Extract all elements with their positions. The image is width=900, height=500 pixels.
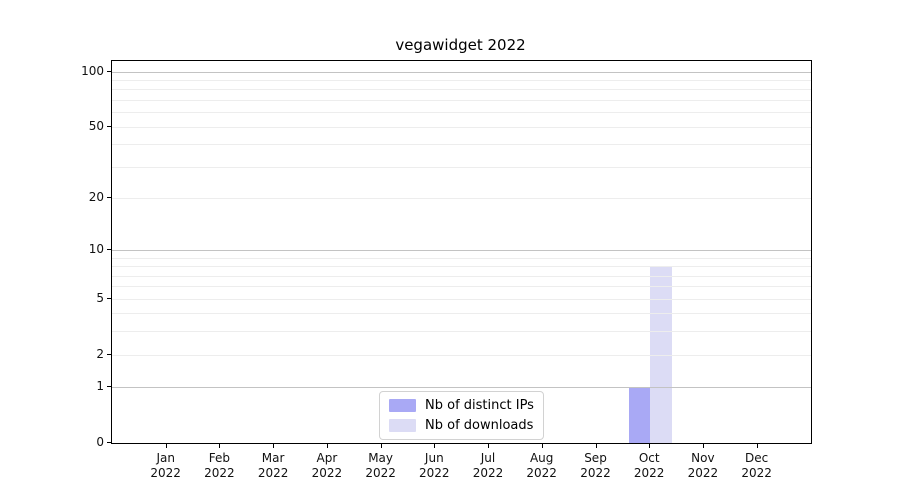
x-tick-mark bbox=[649, 443, 651, 448]
x-tick-label-sep: Sep 2022 bbox=[580, 451, 611, 480]
y-gridline-minor bbox=[112, 112, 811, 114]
y-tick-mark bbox=[107, 353, 112, 355]
x-tick-label-jul: Jul 2022 bbox=[472, 451, 504, 480]
y-tick-label: 50 bbox=[88, 118, 104, 133]
y-gridline-minor bbox=[112, 266, 811, 268]
x-tick-label-may: May 2022 bbox=[365, 451, 396, 480]
y-tick-label: 2 bbox=[96, 346, 104, 361]
x-tick-mark bbox=[219, 443, 221, 448]
legend-label-downloads: Nb of downloads bbox=[425, 418, 534, 433]
plot-area bbox=[111, 60, 812, 444]
x-tick-mark bbox=[434, 443, 436, 448]
y-gridline-major bbox=[112, 387, 811, 389]
x-tick-mark bbox=[273, 443, 275, 448]
x-tick-label-nov: Nov 2022 bbox=[687, 451, 719, 480]
y-gridline-minor bbox=[112, 257, 811, 259]
y-gridline-minor bbox=[112, 275, 811, 277]
bar-distinct-ips bbox=[628, 387, 651, 443]
y-gridline-major bbox=[112, 250, 811, 251]
y-tick-mark bbox=[107, 442, 112, 443]
x-tick-label-jun: Jun 2022 bbox=[419, 451, 450, 480]
legend-swatch-downloads bbox=[389, 419, 416, 432]
y-gridline-minor bbox=[112, 79, 811, 81]
y-tick-label: 10 bbox=[88, 242, 104, 256]
y-tick-label: 5 bbox=[96, 290, 104, 305]
x-tick-label-oct: Oct 2022 bbox=[633, 451, 665, 480]
y-gridline-minor bbox=[112, 298, 811, 300]
y-gridline-minor bbox=[112, 144, 811, 146]
y-tick-mark bbox=[107, 70, 112, 72]
y-tick-mark bbox=[107, 249, 112, 250]
x-tick-label-jan: Jan 2022 bbox=[150, 451, 181, 480]
chart-title: vegawidget 2022 bbox=[395, 36, 526, 54]
y-tick-mark bbox=[107, 196, 112, 198]
y-gridline-minor bbox=[112, 354, 811, 356]
y-gridline-major bbox=[112, 71, 811, 73]
x-tick-mark bbox=[326, 443, 328, 448]
y-tick-label: 20 bbox=[88, 189, 104, 204]
y-gridline-minor bbox=[112, 99, 811, 101]
legend-entry-downloads: Nb of downloads bbox=[389, 418, 534, 433]
x-tick-mark bbox=[380, 443, 382, 448]
y-tick-mark bbox=[107, 125, 112, 127]
y-gridline-minor bbox=[112, 197, 811, 199]
bar-downloads bbox=[650, 266, 672, 443]
y-gridline-minor bbox=[112, 331, 811, 333]
x-tick-label-mar: Mar 2022 bbox=[257, 451, 289, 480]
legend: Nb of distinct IPs Nb of downloads bbox=[379, 391, 544, 440]
y-gridline-minor bbox=[112, 89, 811, 91]
y-gridline-minor bbox=[112, 286, 811, 288]
x-tick-label-aug: Aug 2022 bbox=[526, 451, 557, 480]
legend-swatch-distinct-ips bbox=[389, 399, 416, 412]
y-gridline-minor bbox=[112, 126, 811, 128]
x-tick-mark bbox=[595, 443, 597, 448]
y-tick-label: 0 bbox=[96, 435, 104, 449]
y-tick-mark bbox=[107, 297, 112, 299]
x-tick-mark bbox=[165, 443, 167, 448]
legend-label-distinct-ips: Nb of distinct IPs bbox=[425, 398, 534, 413]
x-tick-label-feb: Feb 2022 bbox=[204, 451, 235, 480]
y-tick-mark bbox=[107, 386, 112, 388]
y-tick-label: 100 bbox=[81, 63, 104, 78]
x-tick-label-apr: Apr 2022 bbox=[311, 451, 343, 480]
y-tick-label: 1 bbox=[96, 379, 104, 394]
x-tick-mark bbox=[702, 443, 704, 448]
y-gridline-minor bbox=[112, 166, 811, 168]
legend-entry-distinct-ips: Nb of distinct IPs bbox=[389, 398, 534, 413]
x-tick-mark bbox=[488, 443, 489, 448]
y-gridline-minor bbox=[112, 313, 811, 315]
x-tick-mark bbox=[541, 443, 543, 448]
x-tick-mark bbox=[756, 443, 758, 448]
x-tick-label-dec: Dec 2022 bbox=[741, 451, 772, 480]
